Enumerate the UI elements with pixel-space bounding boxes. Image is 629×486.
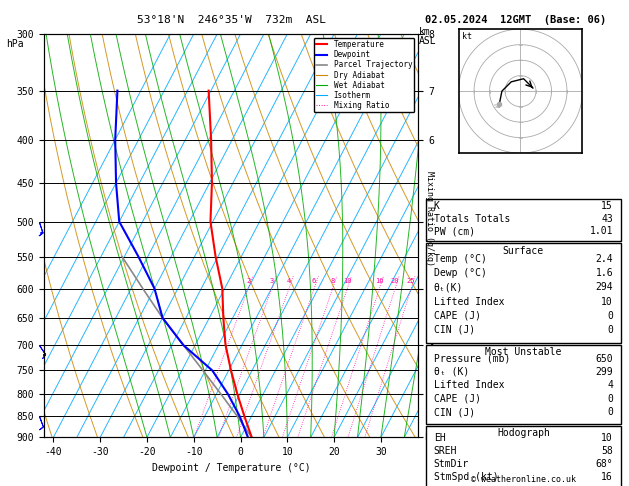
Text: 0: 0 (607, 311, 613, 321)
Text: 0: 0 (607, 407, 613, 417)
Text: 10: 10 (601, 296, 613, 307)
Text: 8: 8 (330, 278, 335, 284)
Text: K: K (433, 201, 440, 211)
Text: ASL: ASL (419, 36, 437, 47)
Text: 20: 20 (391, 278, 399, 284)
Text: 3: 3 (270, 278, 274, 284)
Text: StmSpd (kt): StmSpd (kt) (433, 472, 498, 482)
Text: 2.4: 2.4 (596, 254, 613, 264)
Text: θₜ (K): θₜ (K) (433, 367, 469, 377)
Text: Hodograph: Hodograph (497, 428, 550, 438)
Text: Pressure (mb): Pressure (mb) (433, 353, 510, 364)
Text: LCL: LCL (424, 433, 439, 442)
Text: 4: 4 (607, 380, 613, 390)
Text: 299: 299 (596, 367, 613, 377)
Text: km: km (419, 27, 431, 37)
Text: 4: 4 (287, 278, 291, 284)
Text: SREH: SREH (433, 446, 457, 456)
Text: kt: kt (462, 32, 472, 41)
Text: 68°: 68° (596, 459, 613, 469)
Text: SR: SR (494, 104, 501, 109)
Text: Most Unstable: Most Unstable (485, 347, 562, 357)
Legend: Temperature, Dewpoint, Parcel Trajectory, Dry Adiabat, Wet Adiabat, Isotherm, Mi: Temperature, Dewpoint, Parcel Trajectory… (314, 38, 415, 112)
Text: 6: 6 (312, 278, 316, 284)
Text: Mixing Ratio (g/kg): Mixing Ratio (g/kg) (425, 171, 433, 266)
Text: 10: 10 (601, 433, 613, 443)
Text: 02.05.2024  12GMT  (Base: 06): 02.05.2024 12GMT (Base: 06) (425, 15, 606, 25)
Text: CAPE (J): CAPE (J) (433, 394, 481, 404)
Text: Dewp (°C): Dewp (°C) (433, 268, 486, 278)
Text: 43: 43 (601, 214, 613, 224)
X-axis label: Dewpoint / Temperature (°C): Dewpoint / Temperature (°C) (152, 463, 311, 473)
Text: 2: 2 (246, 278, 250, 284)
Text: 0: 0 (607, 394, 613, 404)
Text: 294: 294 (596, 282, 613, 293)
Text: 53°18'N  246°35'W  732m  ASL: 53°18'N 246°35'W 732m ASL (136, 15, 326, 25)
Text: 0: 0 (607, 325, 613, 335)
Text: Surface: Surface (503, 246, 544, 256)
Text: CIN (J): CIN (J) (433, 407, 475, 417)
Text: 1.6: 1.6 (596, 268, 613, 278)
Text: 16: 16 (375, 278, 384, 284)
Text: Totals Totals: Totals Totals (433, 214, 510, 224)
Text: 10: 10 (343, 278, 352, 284)
Text: 58: 58 (601, 446, 613, 456)
Text: EH: EH (433, 433, 445, 443)
Text: 15: 15 (601, 201, 613, 211)
Text: Temp (°C): Temp (°C) (433, 254, 486, 264)
Text: 25: 25 (407, 278, 415, 284)
Text: CIN (J): CIN (J) (433, 325, 475, 335)
Text: hPa: hPa (6, 39, 24, 49)
Text: CAPE (J): CAPE (J) (433, 311, 481, 321)
Text: 16: 16 (601, 472, 613, 482)
Text: PW (cm): PW (cm) (433, 226, 475, 236)
Text: Lifted Index: Lifted Index (433, 380, 504, 390)
Text: © weatheronline.co.uk: © weatheronline.co.uk (471, 474, 576, 484)
Text: Lifted Index: Lifted Index (433, 296, 504, 307)
Text: StmDir: StmDir (433, 459, 469, 469)
Text: 1.01: 1.01 (589, 226, 613, 236)
Text: θₜ(K): θₜ(K) (433, 282, 463, 293)
Text: 650: 650 (596, 353, 613, 364)
